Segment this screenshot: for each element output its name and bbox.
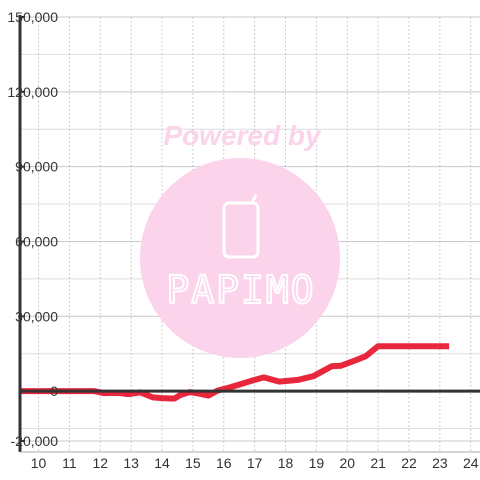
x-tick-label: 23 — [432, 455, 448, 471]
x-tick-label: 24 — [463, 455, 479, 471]
x-tick-label: 20 — [339, 455, 355, 471]
x-tick-label: 16 — [216, 455, 232, 471]
x-tick-label: 18 — [278, 455, 294, 471]
y-tick-label: 0 — [50, 383, 58, 399]
watermark: Powered by PAPIMO — [140, 120, 340, 358]
x-tick-label: 21 — [370, 455, 386, 471]
tick-labels: 150,000 120,000 90,000 60,000 30,000 0 -20,000… — [7, 9, 478, 471]
x-tick-label: 15 — [185, 455, 201, 471]
y-tick-label: -20,000 — [11, 433, 59, 449]
x-tick-label: 13 — [123, 455, 139, 471]
y-tick-label: 150,000 — [7, 9, 58, 25]
watermark-brand: PAPIMO — [166, 268, 315, 312]
phone-icon — [222, 194, 260, 259]
series-line — [20, 343, 450, 402]
series-layer — [20, 343, 450, 402]
y-tick-label: 60,000 — [15, 233, 58, 249]
x-tick-label: 12 — [92, 455, 108, 471]
x-tick-label: 19 — [309, 455, 325, 471]
x-tick-label: 11 — [62, 455, 77, 471]
x-tick-label: 17 — [247, 455, 263, 471]
watermark-powered-by: Powered by — [163, 120, 322, 151]
x-tick-label: 10 — [31, 455, 47, 471]
y-tick-label: 30,000 — [15, 308, 58, 324]
y-tick-label: 120,000 — [7, 84, 58, 100]
y-tick-label: 90,000 — [15, 159, 58, 175]
x-tick-label: 22 — [401, 455, 417, 471]
axes — [18, 15, 480, 453]
x-tick-label: 14 — [154, 455, 170, 471]
